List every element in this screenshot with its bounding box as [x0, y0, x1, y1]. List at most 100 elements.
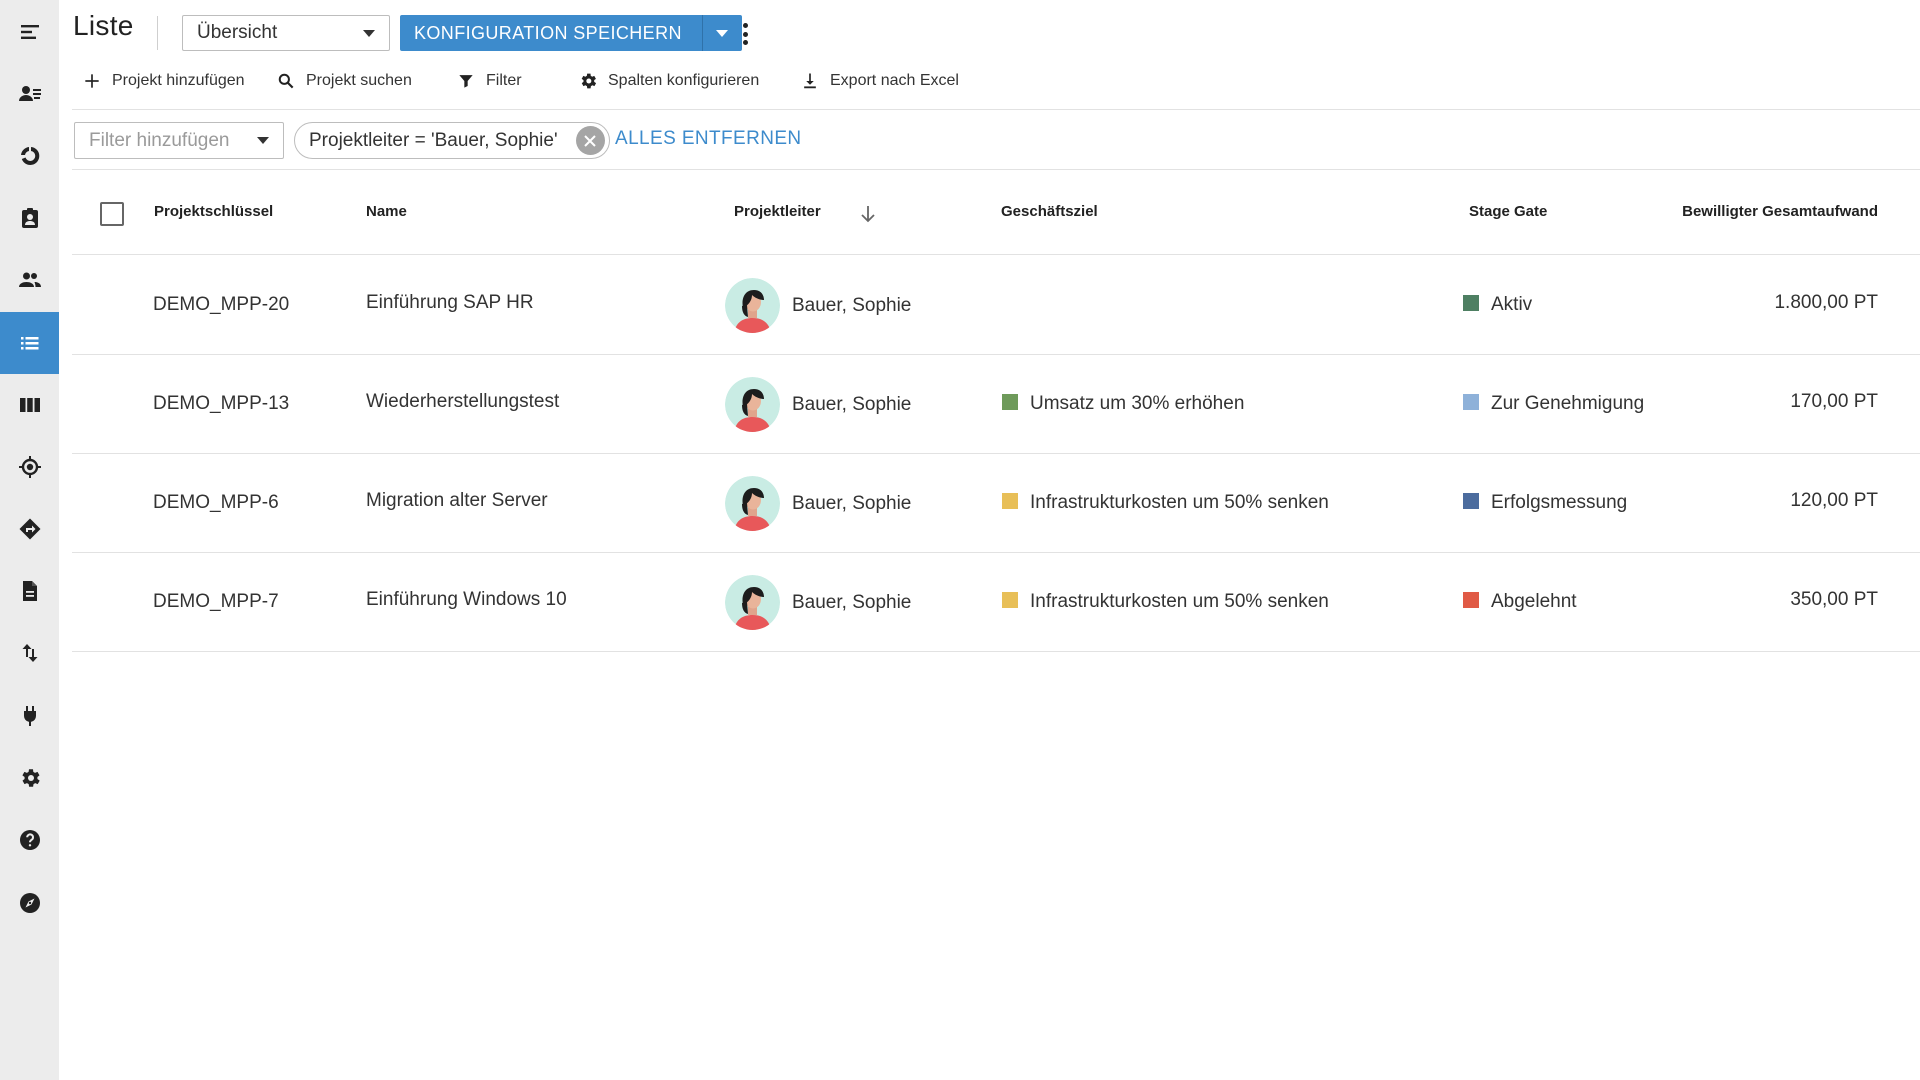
table-row[interactable]: DEMO_MPP-7 Einführung Windows 10 Bauer, So…	[72, 553, 1920, 652]
help-icon	[19, 830, 40, 850]
cell-project-key[interactable]: DEMO_MPP-7	[153, 591, 279, 612]
save-options-dropdown[interactable]	[701, 15, 742, 51]
select-all-checkbox[interactable]	[100, 202, 124, 226]
avatar	[725, 278, 780, 333]
sidebar-item-contacts[interactable]	[0, 63, 59, 125]
menu-icon	[20, 25, 39, 39]
row-divider	[72, 453, 1920, 454]
search-project-label: Projekt suchen	[306, 72, 412, 89]
cell-approved-effort: 1.800,00 PT	[1774, 292, 1878, 313]
sidebar-item-explore[interactable]	[0, 872, 59, 934]
contacts-icon	[18, 86, 41, 101]
export-excel-button[interactable]: Export nach Excel	[800, 66, 959, 96]
add-project-button[interactable]: Projekt hinzufügen	[82, 66, 245, 96]
sort-arrows-icon	[22, 644, 37, 662]
sidebar-item-transfer[interactable]	[0, 622, 59, 684]
filter-button[interactable]: Filter	[456, 66, 522, 96]
sidebar-item-roadmap[interactable]	[0, 498, 59, 560]
configure-columns-label: Spalten konfigurieren	[608, 72, 760, 89]
save-configuration-button[interactable]: KONFIGURATION SPEICHERN	[400, 15, 742, 51]
view-select-value: Übersicht	[197, 22, 278, 43]
configure-columns-button[interactable]: Spalten konfigurieren	[578, 66, 759, 96]
filter-label: Filter	[486, 72, 522, 89]
cell-project-name[interactable]: Wiederherstellungstest	[366, 391, 560, 412]
add-project-label: Projekt hinzufügen	[112, 72, 245, 89]
cell-business-goal: Umsatz um 30% erhöhen	[1002, 393, 1244, 415]
add-filter-select[interactable]: Filter hinzufügen	[74, 122, 284, 159]
sidebar-item-help[interactable]	[0, 809, 59, 871]
cell-project-lead[interactable]: Bauer, Sophie	[792, 493, 912, 514]
column-header-goal[interactable]: Geschäftsziel	[1001, 203, 1098, 220]
save-configuration-label[interactable]: KONFIGURATION SPEICHERN	[414, 22, 682, 43]
cell-stage-gate: Zur Genehmigung	[1463, 393, 1644, 415]
cell-project-key[interactable]: DEMO_MPP-13	[153, 393, 290, 414]
more-options-icon[interactable]	[737, 20, 753, 48]
cell-business-goal: Infrastrukturkosten um 50% senken	[1002, 591, 1329, 613]
chevron-down-icon	[716, 29, 729, 37]
chevron-down-icon	[257, 137, 269, 144]
cell-business-goal: Infrastrukturkosten um 50% senken	[1002, 492, 1329, 514]
sidebar-item-assignments[interactable]	[0, 187, 59, 249]
cell-project-lead[interactable]: Bauer, Sophie	[792, 592, 912, 613]
gear-icon	[21, 769, 40, 787]
filter-icon	[459, 75, 473, 88]
sidebar-item-dashboard[interactable]	[0, 125, 59, 187]
column-header-effort[interactable]: Bewilligter Gesamtaufwand	[1682, 203, 1878, 220]
business-goal-label: Umsatz um 30% erhöhen	[1030, 393, 1245, 414]
sidebar-item-documents[interactable]	[0, 560, 59, 622]
sidebar-item-people[interactable]	[0, 249, 59, 311]
stage-gate-label: Zur Genehmigung	[1491, 393, 1645, 414]
target-icon	[18, 456, 41, 478]
remove-filter-button[interactable]	[575, 126, 605, 155]
stage-color-square	[1463, 493, 1479, 509]
sidebar-item-board[interactable]	[0, 374, 59, 436]
table-row[interactable]: DEMO_MPP-13 Wiederherstellungstest Bauer, …	[72, 355, 1920, 454]
avatar	[725, 377, 780, 432]
export-excel-label: Export nach Excel	[830, 72, 959, 89]
cell-project-key[interactable]: DEMO_MPP-6	[153, 492, 279, 513]
column-header-key[interactable]: Projektschlüssel	[154, 203, 274, 220]
cell-project-name[interactable]: Einführung Windows 10	[366, 589, 567, 610]
cell-project-name[interactable]: Migration alter Server	[366, 490, 548, 511]
close-icon	[584, 134, 596, 147]
cell-approved-effort: 170,00 PT	[1790, 391, 1878, 412]
sidebar-item-integrations[interactable]	[0, 685, 59, 747]
business-goal-label: Infrastrukturkosten um 50% senken	[1030, 591, 1329, 612]
remove-all-filters-link[interactable]: ALLES ENTFERNEN	[615, 128, 802, 149]
plug-icon	[23, 706, 36, 726]
cell-project-lead[interactable]: Bauer, Sophie	[792, 394, 912, 415]
cell-project-key[interactable]: DEMO_MPP-20	[153, 294, 290, 315]
column-header-lead[interactable]: Projektleiter	[734, 203, 821, 220]
table-row[interactable]: DEMO_MPP-6 Migration alter Server Bauer, S…	[72, 454, 1920, 553]
toolbar-divider	[72, 109, 1920, 110]
column-header-name[interactable]: Name	[366, 203, 407, 220]
sidebar-item-target[interactable]	[0, 436, 59, 498]
cell-stage-gate: Erfolgsmessung	[1463, 492, 1627, 514]
stage-gate-label: Abgelehnt	[1491, 591, 1577, 612]
cell-project-name[interactable]: Einführung SAP HR	[366, 292, 534, 313]
sidebar-item-menu[interactable]	[0, 1, 59, 63]
page-title: Liste	[73, 10, 134, 41]
business-goal-label: Infrastrukturkosten um 50% senken	[1030, 492, 1329, 513]
column-header-stage[interactable]: Stage Gate	[1469, 203, 1548, 220]
stage-color-square	[1463, 295, 1479, 311]
table-row[interactable]: DEMO_MPP-20 Einführung SAP HR Bauer, Sophi…	[72, 256, 1920, 355]
header-divider	[72, 254, 1920, 255]
search-icon	[278, 73, 294, 89]
compass-icon	[19, 893, 40, 913]
avatar	[725, 476, 780, 531]
document-icon	[22, 581, 37, 601]
people-icon	[18, 272, 41, 287]
active-filter-label: Projektleiter = 'Bauer, Sophie'	[309, 129, 558, 151]
goal-color-square	[1002, 394, 1018, 410]
stage-color-square	[1463, 394, 1479, 410]
columns-icon	[19, 398, 40, 412]
search-project-button[interactable]: Projekt suchen	[276, 66, 412, 96]
sidebar-item-settings[interactable]	[0, 747, 59, 809]
cell-project-lead[interactable]: Bauer, Sophie	[792, 295, 912, 316]
plus-icon	[85, 74, 99, 88]
sort-descending-icon[interactable]	[858, 203, 878, 225]
view-select[interactable]: Übersicht	[182, 15, 390, 51]
sidebar-item-list[interactable]	[0, 312, 59, 374]
row-divider	[72, 354, 1920, 355]
